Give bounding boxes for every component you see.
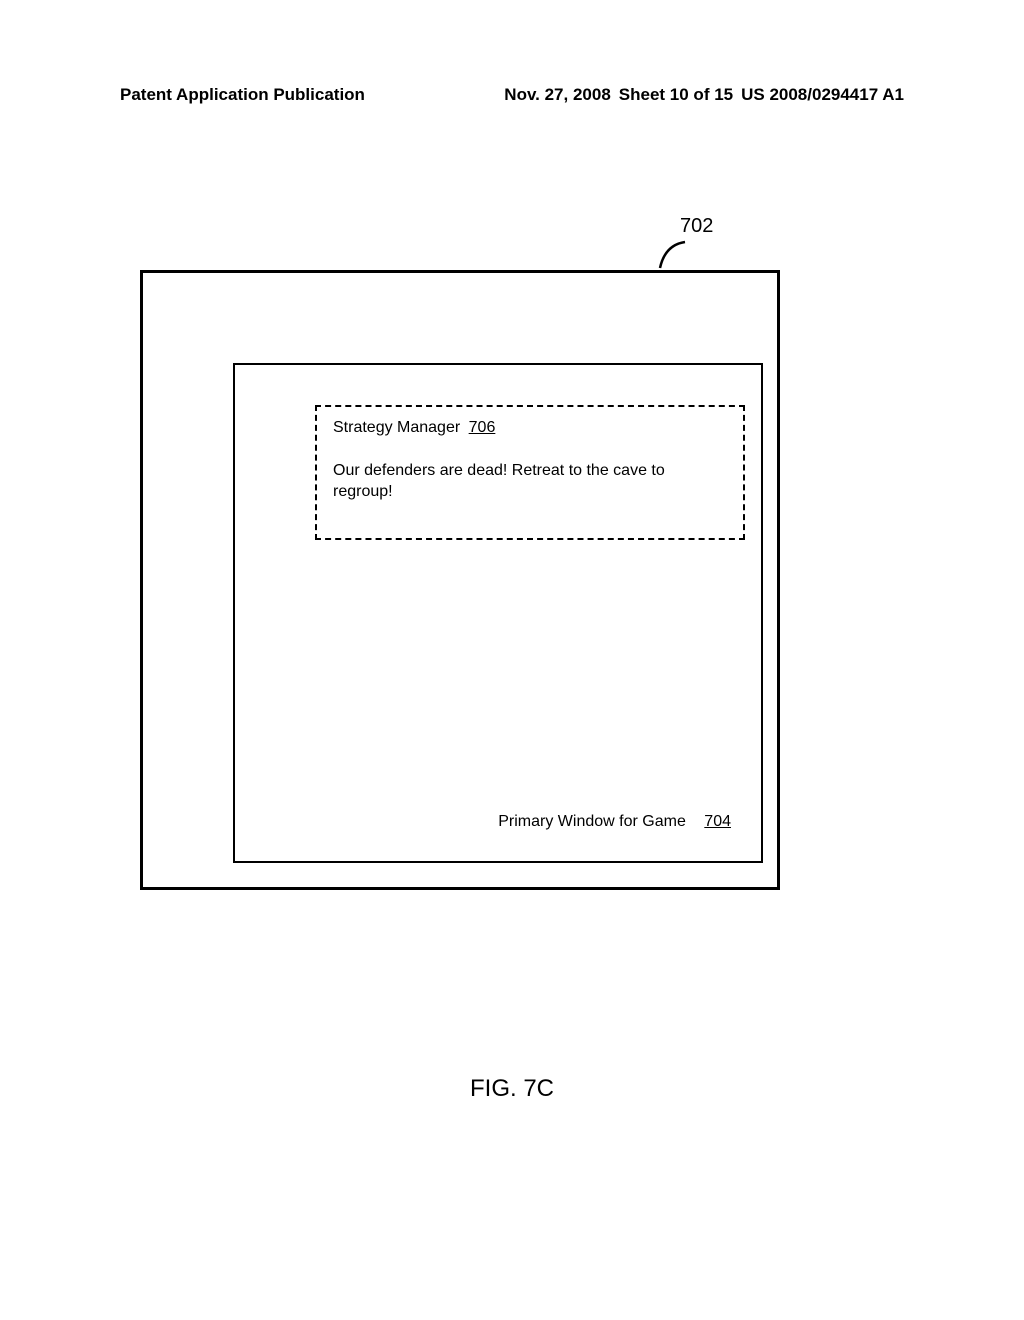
page-header: Patent Application Publication Nov. 27, … <box>0 85 1024 105</box>
primary-window-label-text: Primary Window for Game <box>498 813 686 830</box>
header-sheet: Sheet 10 of 15 <box>619 85 733 105</box>
ref-outer-label: 702 <box>680 215 713 238</box>
strategy-title: Strategy Manager 706 <box>333 419 727 437</box>
primary-window-ref: 704 <box>704 813 731 830</box>
header-right: Nov. 27, 2008 Sheet 10 of 15 US 2008/029… <box>504 85 904 105</box>
header-left: Patent Application Publication <box>120 85 365 105</box>
header-pubnum: US 2008/0294417 A1 <box>741 85 904 105</box>
strategy-message: Our defenders are dead! Retreat to the c… <box>333 461 727 503</box>
header-date: Nov. 27, 2008 <box>504 85 610 105</box>
figure-label: FIG. 7C <box>0 1075 1024 1103</box>
strategy-manager-box: Strategy Manager 706 Our defenders are d… <box>315 405 745 540</box>
strategy-title-ref: 706 <box>469 419 496 436</box>
outer-frame: Strategy Manager 706 Our defenders are d… <box>140 270 780 890</box>
primary-window-frame: Strategy Manager 706 Our defenders are d… <box>233 363 763 863</box>
primary-window-label: Primary Window for Game 704 <box>498 813 731 831</box>
ref-leader-line <box>655 240 695 270</box>
strategy-title-text: Strategy Manager <box>333 419 460 436</box>
